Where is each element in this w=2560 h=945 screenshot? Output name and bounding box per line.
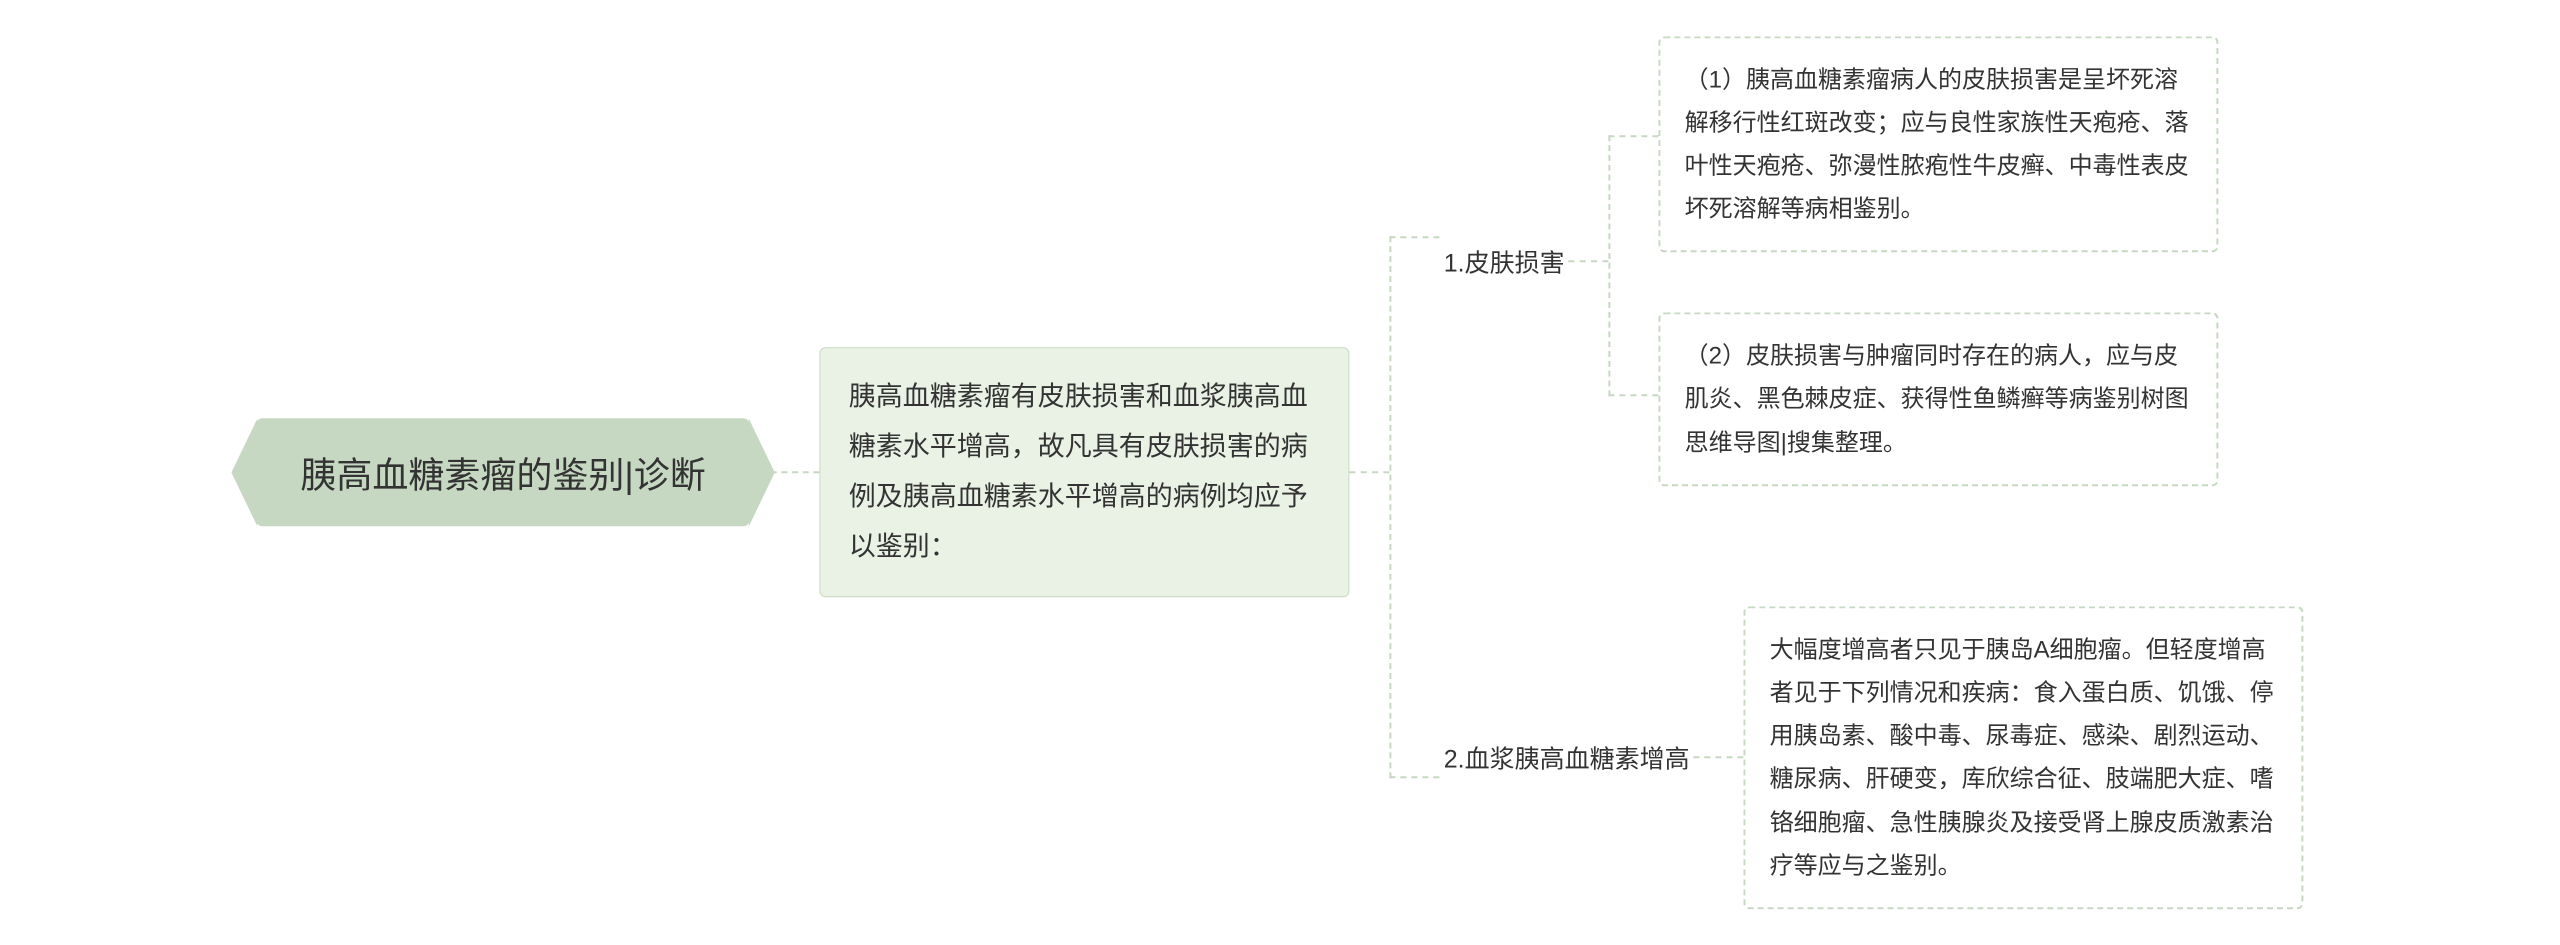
branch-group: 1.皮肤损害 （1）胰高血糖素瘤病人的皮肤损害是呈坏死溶解移行性红斑改变；应与良… <box>1390 36 2304 909</box>
root-label: 胰高血糖素瘤的鉴别|诊断 <box>300 455 705 496</box>
branch-row: 2.血浆胰高血糖素增高 大幅度增高者只见于胰岛A细胞瘤。但轻度增高者见于下列情况… <box>1440 606 2304 909</box>
level2-children: 1.皮肤损害 （1）胰高血糖素瘤病人的皮肤损害是呈坏死溶解移行性红斑改变；应与良… <box>1440 36 2304 909</box>
mindmap-container: 胰高血糖素瘤的鉴别|诊断 胰高血糖素瘤有皮肤损害和血浆胰高血糖素水平增高，故凡具… <box>256 36 2303 909</box>
branch-row: 1.皮肤损害 （1）胰高血糖素瘤病人的皮肤损害是呈坏死溶解移行性红斑改变；应与良… <box>1440 36 2304 486</box>
level2-label: 2.血浆胰高血糖素增高 <box>1444 746 1690 774</box>
leaf-node: （1）胰高血糖素瘤病人的皮肤损害是呈坏死溶解移行性红斑改变；应与良性家族性天疱疮… <box>1659 36 2219 253</box>
level1-node: 胰高血糖素瘤有皮肤损害和血浆胰高血糖素水平增高，故凡具有皮肤损害的病例及胰高血糖… <box>820 348 1350 598</box>
vertical-connector <box>1390 36 1440 909</box>
connector <box>1350 472 1390 474</box>
level1-text: 胰高血糖素瘤有皮肤损害和血浆胰高血糖素水平增高，故凡具有皮肤损害的病例及胰高血糖… <box>849 382 1308 562</box>
leaf-text: 大幅度增高者只见于胰岛A细胞瘤。但轻度增高者见于下列情况和疾病：食入蛋白质、饥饿… <box>1770 636 2274 879</box>
leaf-node: （2）皮肤损害与肿瘤同时存在的病人，应与皮肌炎、黑色棘皮症、获得性鱼鳞癣等病鉴别… <box>1659 313 2219 487</box>
leaf-text: （2）皮肤损害与肿瘤同时存在的病人，应与皮肌炎、黑色棘皮症、获得性鱼鳞癣等病鉴别… <box>1685 343 2189 456</box>
vertical-connector <box>1609 36 1659 486</box>
connector <box>1569 260 1609 262</box>
level2-label: 1.皮肤损害 <box>1444 249 1565 277</box>
leaf-group: （1）胰高血糖素瘤病人的皮肤损害是呈坏死溶解移行性红斑改变；应与良性家族性天疱疮… <box>1659 36 2219 486</box>
leaf-node: 大幅度增高者只见于胰岛A细胞瘤。但轻度增高者见于下列情况和疾病：食入蛋白质、饥饿… <box>1744 606 2304 909</box>
leaf-text: （1）胰高血糖素瘤病人的皮肤损害是呈坏死溶解移行性红斑改变；应与良性家族性天疱疮… <box>1685 66 2189 223</box>
connector <box>1694 757 1744 759</box>
level2-node-skin: 1.皮肤损害 <box>1440 233 1569 289</box>
level2-node-plasma: 2.血浆胰高血糖素增高 <box>1440 730 1694 786</box>
root-node: 胰高血糖素瘤的鉴别|诊断 <box>256 419 749 527</box>
